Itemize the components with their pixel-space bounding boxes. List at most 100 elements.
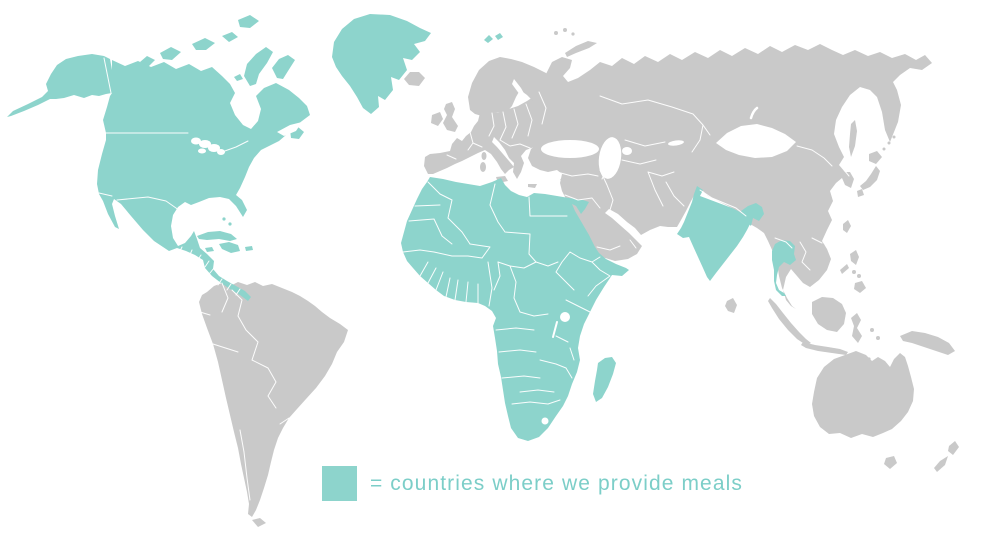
arctic-island-icon: [238, 15, 259, 28]
bahamas-icon: [222, 217, 226, 221]
region-borneo: [812, 297, 846, 332]
lake-great-lakes: [198, 148, 206, 154]
region-thailand: [772, 240, 796, 296]
region-hispaniola: [219, 242, 240, 253]
border-line: [497, 251, 611, 313]
region-svalbard: [484, 35, 493, 43]
region-hainan: [818, 244, 826, 251]
lake-baikal: [749, 106, 759, 120]
region-iceland: [404, 72, 425, 86]
arctic-island-icon: [272, 55, 295, 79]
region-new-zealand-south: [934, 456, 948, 472]
border-line: [402, 243, 493, 307]
legend-swatch: [322, 466, 357, 501]
border-line: [408, 181, 568, 263]
kuril-island-icon: [887, 141, 891, 145]
region-madagascar: [593, 357, 616, 402]
region-sri-lanka: [725, 298, 737, 313]
moluccas-icon: [876, 336, 880, 340]
region-north-america: [97, 60, 310, 301]
border-line: [446, 91, 547, 160]
border-line: [199, 282, 290, 501]
region-puerto-rico: [245, 246, 253, 251]
region-scandinavia: [468, 57, 552, 116]
visayas-island-icon: [852, 270, 856, 274]
arctic-island-icon: [554, 31, 558, 35]
visayas-island-icon: [857, 274, 861, 278]
arctic-island-icon: [140, 56, 155, 67]
region-novaya-zemlya: [565, 41, 597, 57]
region-denmark: [480, 103, 488, 113]
arctic-island-icon: [160, 47, 181, 60]
region-jamaica: [205, 247, 214, 252]
lake-great-lakes: [217, 149, 225, 155]
border-line: [493, 261, 575, 405]
border-line: [116, 196, 183, 214]
border-line: [98, 192, 113, 197]
gulf-of-bothnia: [512, 79, 526, 97]
arctic-island-icon: [192, 38, 215, 50]
region-ireland: [431, 112, 443, 126]
border-line: [556, 156, 685, 251]
region-kyushu: [857, 189, 864, 197]
region-mongolia-white: [716, 124, 796, 158]
region-new-guinea: [900, 331, 955, 355]
lake-balkhash: [668, 140, 684, 146]
region-sumatra: [768, 298, 811, 345]
arctic-island-icon: [234, 74, 243, 81]
region-great-britain: [443, 102, 458, 132]
gulf-of-st-lawrence: [277, 122, 302, 136]
region-hokkaido: [869, 151, 882, 164]
lake-tanganyika: [552, 321, 558, 338]
region-honshu: [860, 166, 880, 190]
kuril-island-icon: [882, 147, 886, 151]
region-south-america: [199, 282, 348, 517]
region-tasmania: [884, 456, 897, 469]
border-line: [221, 140, 249, 153]
region-mindanao: [854, 281, 866, 293]
region-java: [801, 342, 848, 355]
border-line: [599, 95, 833, 167]
region-sakhalin: [849, 120, 857, 157]
region-bangladesh-bhutan: [741, 203, 764, 226]
region-baffin-island: [244, 47, 273, 86]
lake-great-lakes: [208, 144, 220, 152]
region-new-zealand-north: [948, 441, 959, 455]
region-alaska: [7, 54, 112, 117]
region-sulawesi: [851, 313, 862, 343]
region-cyprus: [560, 178, 566, 182]
lake-victoria: [560, 312, 570, 322]
lake-great-lakes: [199, 140, 211, 148]
region-cuba: [197, 231, 237, 241]
region-luzon: [850, 250, 859, 265]
legend: = countries where we provide meals: [322, 466, 743, 501]
border-line: [699, 169, 850, 271]
region-greenland: [332, 14, 431, 114]
region-tierra-del-fuego: [252, 518, 266, 527]
lakes-and-inland-seas: [191, 79, 796, 425]
region-sardinia: [480, 162, 486, 172]
country-borders: [98, 57, 850, 501]
region-crete: [528, 184, 537, 188]
region-africa: [401, 177, 629, 441]
highlighted-land: [7, 14, 796, 441]
region-lesotho-white: [541, 417, 549, 425]
region-taiwan: [843, 220, 851, 233]
arctic-island-icon: [222, 32, 238, 42]
arctic-island-icon: [571, 32, 575, 36]
legend-label: = countries where we provide meals: [370, 471, 743, 495]
aral-sea: [622, 147, 632, 155]
arctic-island-icon: [563, 28, 567, 32]
lake-great-lakes: [191, 137, 201, 145]
border-line: [178, 246, 241, 296]
bahamas-icon: [228, 222, 232, 226]
region-eurasia: [424, 44, 932, 309]
region-svalbard: [495, 33, 503, 40]
region-corsica: [481, 152, 487, 160]
black-sea: [541, 140, 599, 158]
region-australia: [812, 351, 914, 438]
kuril-island-icon: [892, 135, 896, 139]
region-india: [677, 186, 750, 281]
